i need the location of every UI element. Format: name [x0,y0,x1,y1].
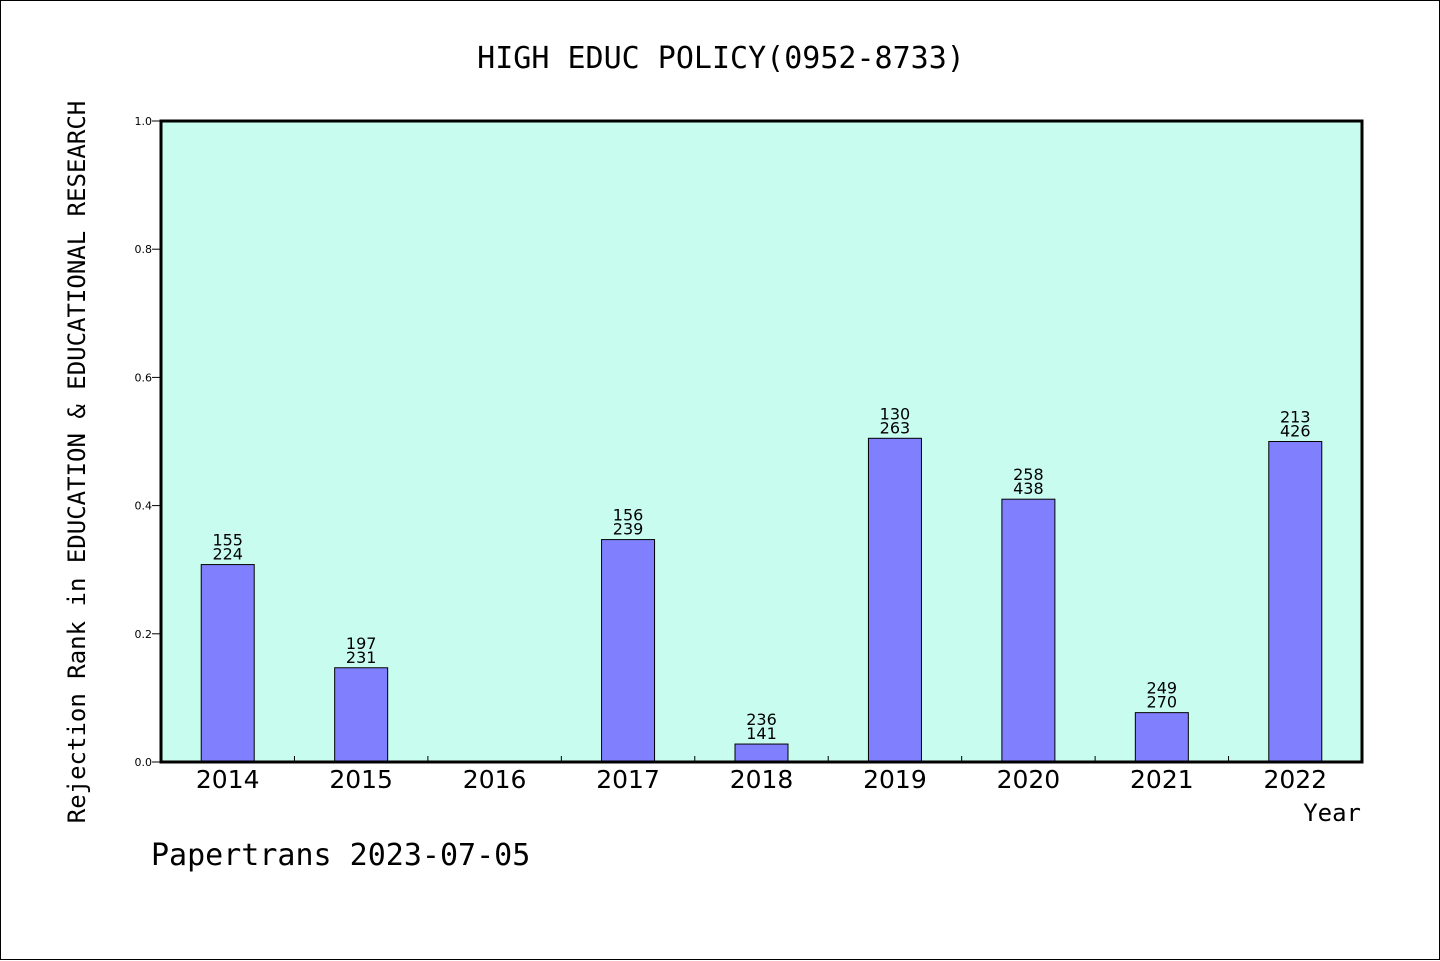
data-label-lower: 270 [1147,693,1178,712]
x-axis-title: Year [1303,799,1361,827]
data-label-lower: 426 [1280,422,1311,441]
x-tick-label: 2015 [329,765,393,794]
x-tick-label: 2020 [997,765,1061,794]
x-tick-label: 2021 [1130,765,1194,794]
bar-2021 [1134,712,1189,763]
data-label-upper: 213 [1280,408,1311,427]
y-axis-title: Rejection Rank in EDUCATION & EDUCATIONA… [63,101,91,823]
y-tick-label: 0.8 [135,243,153,256]
footer-text: Papertrans 2023-07-05 [151,838,530,873]
bar-2022 [1268,441,1323,763]
data-label-lower: 263 [880,418,911,437]
data-label-lower: 231 [346,648,377,667]
y-axis: 0.0 0.2 0.4 0.6 0.8 1.0 [135,115,161,769]
bar-2018 [734,743,789,763]
data-labels-layer: 1552241972311562392361411302632584382492… [212,404,1310,743]
data-label-upper: 236 [746,710,777,729]
data-label-lower: 224 [212,545,243,564]
bar-2014 [200,564,255,763]
y-tick-label: 0.6 [135,371,153,384]
data-label-lower: 239 [613,520,644,539]
data-label-upper: 155 [212,531,243,550]
data-label-upper: 258 [1013,465,1044,484]
data-label-lower: 438 [1013,479,1044,498]
chart-title: HIGH EDUC POLICY(0952-8733) [477,41,965,76]
data-label-upper: 156 [613,506,644,525]
data-label-upper: 249 [1147,679,1178,698]
y-tick-label: 1.0 [135,115,153,128]
x-tick-label: 2019 [863,765,927,794]
x-tick-label: 2022 [1263,765,1327,794]
data-label-upper: 197 [346,634,377,653]
bar-2019 [867,437,922,763]
x-tick-label: 2017 [596,765,660,794]
y-tick-label: 0.4 [135,500,153,513]
bars-layer [200,437,1323,763]
x-tick-label: 2016 [463,765,527,794]
y-tick-label: 0.0 [135,756,153,769]
plot-border [159,119,1364,764]
bar-2017 [601,539,656,763]
bar-2020 [1001,498,1056,763]
data-label-lower: 141 [746,724,777,743]
x-axis: 2014 2015 2016 2017 2018 2019 2020 2021 2022 [196,756,1327,794]
x-tick-label: 2014 [196,765,260,794]
plot-area [161,121,1362,762]
y-tick-label: 0.2 [135,628,153,641]
x-tick-label: 2018 [730,765,794,794]
bar-2015 [334,667,389,763]
data-label-upper: 130 [880,404,911,423]
